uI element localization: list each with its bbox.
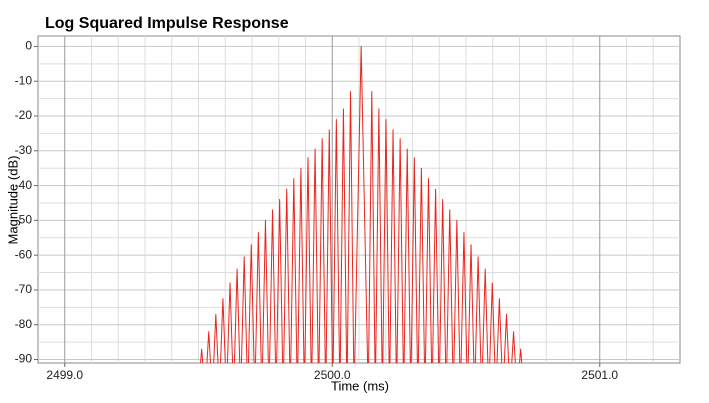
y-tick-label: -10 xyxy=(15,73,33,87)
x-tick-label: 2500.0 xyxy=(314,368,351,382)
plot-marks xyxy=(200,45,523,363)
tick-labels: 0 -10 -20 -30 -40 -50 -60 -70 -80 -90 2499.0 2500.0… xyxy=(15,39,619,383)
x-tick-label: 2501.0 xyxy=(581,368,618,382)
y-tick-label: -80 xyxy=(15,317,33,331)
y-tick-label: -70 xyxy=(15,282,33,296)
x-axis-title: Time (ms) xyxy=(331,378,389,393)
series-line xyxy=(200,45,523,363)
y-tick-label: 0 xyxy=(25,39,32,53)
y-tick-label: -20 xyxy=(15,108,33,122)
y-axis-title: Magnitude (dB) xyxy=(5,156,20,245)
chart-title: Log Squared Impulse Response xyxy=(45,15,289,32)
y-tick-label: -30 xyxy=(15,143,33,157)
y-tick-label: -50 xyxy=(15,213,33,227)
grid xyxy=(34,36,680,367)
y-tick-label: -40 xyxy=(15,178,33,192)
y-tick-label: -60 xyxy=(15,247,33,261)
x-tick-label: 2499.0 xyxy=(46,368,83,382)
y-tick-label: -90 xyxy=(15,352,33,366)
